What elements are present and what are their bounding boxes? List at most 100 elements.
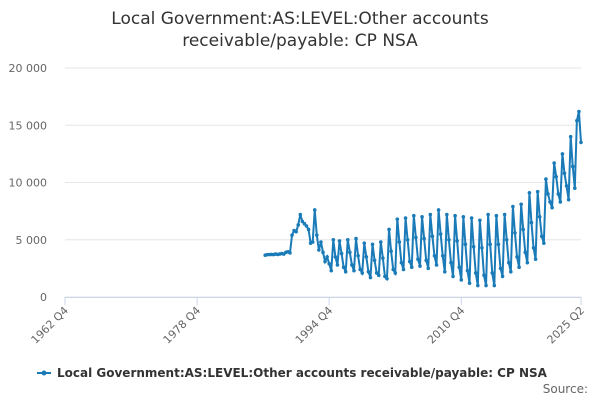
data-point <box>414 235 418 240</box>
data-point <box>550 205 554 210</box>
data-point <box>368 275 373 280</box>
data-point <box>575 118 579 123</box>
data-point <box>323 259 327 264</box>
y-tick-label: 20 000 <box>9 62 48 75</box>
data-point <box>302 221 307 226</box>
data-point <box>527 191 532 195</box>
data-point <box>364 255 369 259</box>
data-point <box>579 140 583 145</box>
data-point <box>463 242 468 247</box>
data-point <box>533 257 538 262</box>
data-point <box>327 261 331 266</box>
data-point <box>457 265 462 270</box>
data-point <box>482 273 486 278</box>
data-point <box>455 239 459 243</box>
data-point <box>422 236 426 241</box>
data-point <box>315 233 319 237</box>
data-point <box>389 249 393 253</box>
data-point <box>430 234 435 239</box>
data-point <box>300 219 305 224</box>
data-point <box>343 270 348 274</box>
data-point <box>476 283 480 288</box>
data-point <box>393 271 398 275</box>
data-point <box>418 264 422 268</box>
data-point <box>558 200 563 204</box>
data-point <box>376 273 381 278</box>
data-point <box>348 250 352 255</box>
data-point <box>385 276 389 281</box>
data-point <box>319 240 323 244</box>
data-point <box>294 229 298 234</box>
y-tick-label: 10 000 <box>9 177 48 190</box>
data-point <box>486 212 490 217</box>
data-point <box>519 202 523 207</box>
data-point <box>562 171 567 176</box>
data-point <box>513 231 517 235</box>
data-point <box>449 260 453 265</box>
data-point <box>494 213 499 218</box>
data-point <box>306 227 311 232</box>
data-point <box>298 212 303 217</box>
data-point <box>362 241 367 245</box>
data-point <box>356 253 360 258</box>
data-point <box>438 232 443 236</box>
data-point <box>478 218 482 223</box>
data-point <box>447 237 451 242</box>
data-point <box>288 251 292 255</box>
data-point <box>358 267 362 272</box>
data-point <box>372 258 377 263</box>
data-point <box>432 253 437 258</box>
data-point <box>395 217 400 221</box>
data-point <box>465 268 470 273</box>
data-point <box>531 245 536 250</box>
data-point <box>325 255 329 259</box>
data-point <box>391 267 395 272</box>
data-point <box>399 260 404 265</box>
data-point <box>352 268 356 273</box>
data-point <box>434 263 439 267</box>
y-tick-label: 15 000 <box>9 119 48 132</box>
data-point <box>570 164 575 169</box>
data-point <box>502 212 507 217</box>
data-point <box>337 239 342 243</box>
source: Source: <box>543 382 588 396</box>
data-point <box>445 212 449 217</box>
data-point <box>511 204 515 209</box>
data-point <box>312 208 317 212</box>
data-point <box>504 237 509 242</box>
data-point <box>556 192 561 196</box>
data-point <box>296 223 301 227</box>
data-point <box>573 186 577 191</box>
data-point <box>397 240 402 244</box>
data-point <box>381 256 385 260</box>
data-point <box>374 271 379 275</box>
data-point <box>537 215 542 219</box>
data-point <box>492 283 497 288</box>
data-point <box>548 200 552 204</box>
y-tick-label: 5 000 <box>16 234 48 247</box>
data-point <box>461 215 466 219</box>
data-point <box>529 220 534 225</box>
data-point <box>426 266 431 271</box>
data-point <box>321 250 325 255</box>
data-point <box>542 241 546 245</box>
data-point <box>500 274 505 279</box>
data-point <box>416 257 420 262</box>
x-tick-label: 2025 Q2 <box>545 304 588 347</box>
data-point <box>440 253 445 258</box>
data-point <box>506 260 511 265</box>
legend-label: Local Government:AS:LEVEL:Other accounts… <box>57 366 548 380</box>
x-tick-label: 1978 Q4 <box>161 304 204 347</box>
data-point <box>420 215 424 219</box>
data-point <box>490 271 495 275</box>
data-point <box>544 177 548 181</box>
data-point <box>366 270 371 274</box>
data-point <box>331 237 336 242</box>
data-point <box>577 109 581 114</box>
data-point <box>517 265 521 270</box>
data-point <box>383 274 387 279</box>
data-point <box>554 174 559 179</box>
data-point <box>568 134 573 139</box>
data-point <box>360 271 365 275</box>
